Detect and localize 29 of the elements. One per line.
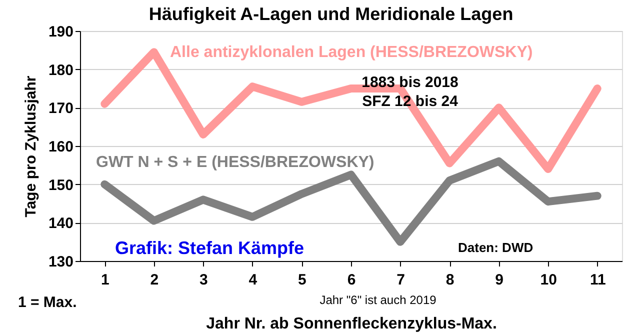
chart-title: Häufigkeit A-Lagen und Meridionale Lagen <box>148 4 514 24</box>
x-tick-label: 4 <box>248 272 258 288</box>
x-tick-label: 5 <box>298 272 306 288</box>
annotation: SFZ 12 bis 24 <box>362 93 459 110</box>
y-tick-label: 130 <box>48 254 74 270</box>
x-tick-label: 2 <box>150 272 159 288</box>
series-label: GWT N + S + E (HESS/BREZOWSKY) <box>96 154 374 171</box>
y-tick-label: 170 <box>48 100 74 118</box>
x-tick-label: 11 <box>590 272 606 288</box>
annotation: 1883 bis 2018 <box>362 74 458 91</box>
x-tick-label: 7 <box>396 272 405 288</box>
text: 1 = Max. <box>18 294 77 311</box>
y-axis-title: Tage pro Zyklusjahr <box>22 76 40 218</box>
y-tick-label: 140 <box>48 215 74 232</box>
x-tick-label: 9 <box>495 272 504 288</box>
x-tick-label: 6 <box>347 272 356 288</box>
y-tick-label: 180 <box>48 62 74 79</box>
text: Jahr "6" ist auch 2019 <box>320 293 437 307</box>
annotation: Grafik: Stefan Kämpfe <box>115 238 304 258</box>
x-tick-label: 10 <box>540 272 557 288</box>
series-label: Alle antizyklonalen Lagen (HESS/BREZOWSKY) <box>170 44 533 61</box>
annotation: Daten: DWD <box>458 240 534 255</box>
x-axis-title: Jahr Nr. ab Sonnenfleckenzyklus-Max. <box>206 316 497 332</box>
y-tick-label: 150 <box>48 176 74 194</box>
x-tick-label: 1 <box>100 272 110 288</box>
x-tick-label: 3 <box>200 272 208 288</box>
x-tick-label: 8 <box>446 272 454 288</box>
y-tick-label: 160 <box>48 138 74 156</box>
y-tick-label: 190 <box>48 24 74 40</box>
